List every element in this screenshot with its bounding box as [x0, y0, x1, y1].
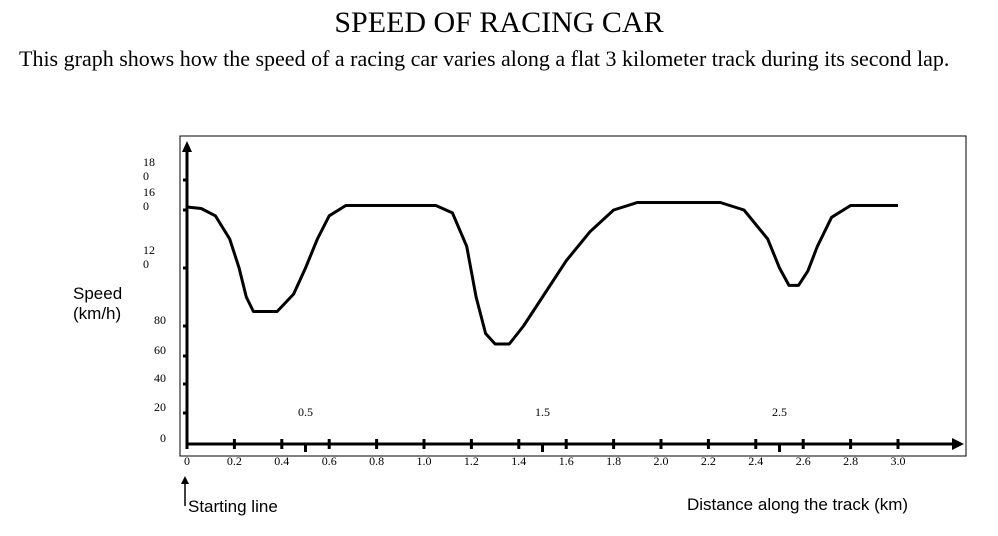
x-tick-label: 2.4: [748, 454, 763, 468]
x-tick-label: 2.6: [796, 454, 811, 468]
chart-description: This graph shows how the speed of a raci…: [19, 46, 950, 71]
y-axis-label: Speed (km/h): [73, 284, 143, 324]
x-tick-label: 2.0: [654, 454, 669, 468]
x-tick-label: 1.4: [511, 454, 526, 468]
chart-title: SPEED OF RACING CAR: [334, 6, 664, 39]
starting-line-label: Starting line: [188, 497, 278, 516]
x-axis-label: Distance along the track (km): [687, 495, 909, 514]
x-mid-label: 2.5: [772, 405, 787, 419]
x-tick-label: 0: [184, 454, 190, 468]
x-tick-label: 0.4: [274, 454, 289, 468]
y-tick-label: 40: [154, 371, 166, 385]
y-tick-label: 12 0: [143, 243, 155, 271]
y-tick-label: 18 0: [143, 155, 155, 183]
y-tick-label: 0: [160, 431, 166, 445]
x-tick-label: 1.6: [559, 454, 574, 468]
speed-series-line: [186, 201, 898, 346]
y-tick-label: 80: [154, 313, 166, 327]
y-axis-label-line2: (km/h): [73, 304, 122, 323]
x-tick-label: 1.2: [464, 454, 479, 468]
x-tick-label: 0.6: [322, 454, 337, 468]
y-tick-label: 20: [154, 400, 166, 414]
x-tick-label: 3.0: [891, 454, 906, 468]
starting-line-arrow-head: [181, 476, 189, 484]
y-tick-label: 60: [154, 343, 166, 357]
y-axis-arrow: [182, 141, 192, 152]
x-axis-arrow: [952, 438, 964, 450]
x-mid-label: 0.5: [298, 405, 313, 419]
x-tick-label: 1.8: [606, 454, 621, 468]
x-tick-label: 2.2: [701, 454, 716, 468]
y-axis-label-line1: Speed: [73, 284, 123, 303]
x-mid-label: 1.5: [535, 405, 550, 419]
x-tick-label: 1.0: [417, 454, 432, 468]
x-tick-label: 0.2: [227, 454, 242, 468]
plot-frame: [179, 135, 967, 457]
x-tick-label: 0.8: [369, 454, 384, 468]
y-tick-label: 16 0: [143, 185, 155, 213]
x-tick-label: 2.8: [843, 454, 858, 468]
